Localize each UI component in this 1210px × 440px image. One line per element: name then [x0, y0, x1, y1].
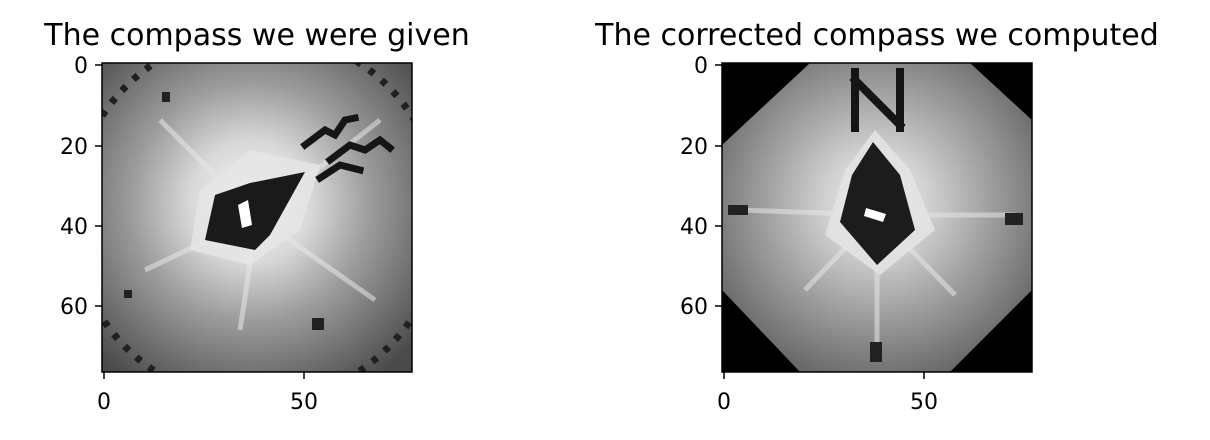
x-axis: 0 50 — [97, 372, 318, 415]
x-tick-label: 0 — [97, 390, 111, 415]
north-mark — [849, 68, 906, 132]
y-tick-label: 20 — [60, 135, 88, 160]
x-tick-label: 0 — [717, 390, 731, 415]
x-tick-label: 50 — [290, 390, 318, 415]
axes-frame — [721, 62, 1033, 373]
x-axis: 0 50 — [717, 372, 938, 415]
heatmap-image — [102, 63, 412, 372]
north-mark — [300, 113, 395, 183]
compass-needle — [840, 142, 915, 265]
heatmap-image — [722, 63, 1032, 372]
chart-title: The compass we were given — [43, 18, 469, 53]
rim-mark — [870, 342, 882, 362]
rim-mark — [162, 92, 170, 102]
x-tick-label: 50 — [910, 390, 938, 415]
y-tick-label: 0 — [694, 54, 708, 79]
y-tick-label: 40 — [60, 215, 88, 240]
rim-mark — [1005, 213, 1023, 225]
axes-frame — [101, 62, 413, 373]
compass-needle — [205, 172, 305, 250]
needle-center — [238, 200, 252, 228]
panel-given: The compass we were given — [43, 18, 469, 415]
rim-mark — [312, 318, 324, 330]
rim-mark — [728, 205, 748, 215]
panel-corrected: The corrected compass we computed — [594, 18, 1159, 415]
chart-title: The corrected compass we computed — [594, 18, 1159, 53]
y-axis: 0 20 40 60 — [60, 54, 102, 320]
needle-center — [864, 208, 886, 222]
y-axis: 0 20 40 60 — [680, 54, 722, 320]
y-tick-label: 0 — [74, 54, 88, 79]
y-tick-label: 20 — [680, 135, 708, 160]
rim-mark — [124, 290, 132, 298]
y-tick-label: 60 — [680, 295, 708, 320]
y-tick-label: 40 — [680, 215, 708, 240]
y-tick-label: 60 — [60, 295, 88, 320]
